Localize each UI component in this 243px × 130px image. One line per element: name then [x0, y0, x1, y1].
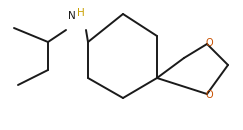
Text: O: O	[205, 38, 213, 48]
Text: H: H	[77, 8, 85, 18]
Text: N: N	[68, 11, 76, 21]
Text: O: O	[205, 90, 213, 100]
